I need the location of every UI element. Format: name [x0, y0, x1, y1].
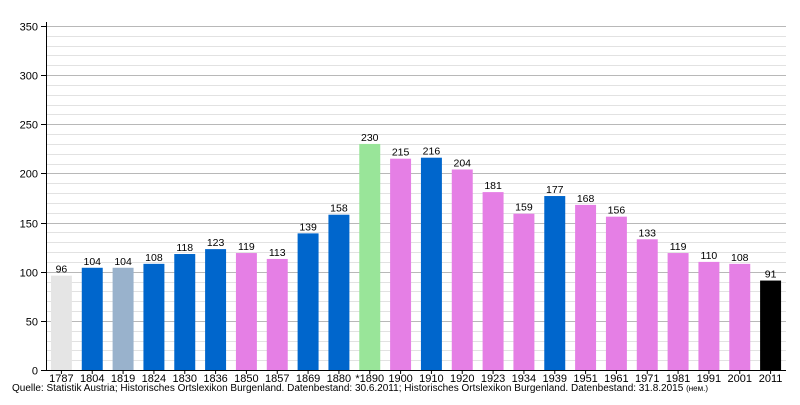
y-tick-label: 150 [20, 219, 38, 231]
x-tick-label: 1830 [173, 373, 197, 385]
bar [698, 261, 720, 370]
bar [174, 254, 196, 370]
x-tick-label: 2011 [759, 373, 783, 385]
bar [143, 263, 165, 370]
data-label: 113 [269, 247, 286, 259]
y-tick-label: 0 [32, 366, 38, 378]
data-label: 123 [207, 237, 225, 249]
data-label: 119 [238, 241, 255, 253]
y-tick-label: 50 [26, 317, 38, 329]
bar [544, 196, 566, 370]
x-tick-label: 1787 [49, 373, 73, 385]
bar [297, 233, 319, 370]
bar [266, 258, 288, 370]
x-tick-label: 1920 [450, 373, 474, 385]
bar [328, 214, 350, 370]
bar [451, 169, 473, 370]
x-tick-label: 1910 [419, 373, 443, 385]
bar [636, 239, 658, 370]
data-label: 118 [176, 242, 193, 254]
data-label: 119 [670, 241, 687, 253]
x-tick-label: *1890 [355, 373, 384, 385]
y-tick-label: 100 [20, 268, 38, 280]
data-label: 204 [453, 158, 471, 170]
bar [513, 213, 535, 370]
bar [575, 204, 597, 370]
x-tick-label: 1900 [388, 373, 412, 385]
source-text: Quelle: Statistik Austria; Historisches … [12, 383, 684, 394]
bar [760, 280, 782, 370]
data-label: 215 [392, 147, 410, 159]
x-tick-label: 1971 [635, 373, 659, 385]
data-label: 96 [56, 264, 68, 276]
x-tick-label: 1857 [265, 373, 289, 385]
y-tick-label: 250 [20, 120, 38, 132]
bar [50, 275, 72, 370]
data-label: 168 [577, 193, 595, 205]
source-language-note: (нем.) [686, 384, 709, 393]
x-tick-label: 2001 [728, 373, 752, 385]
x-tick-label: 1836 [203, 373, 227, 385]
source-note: Quelle: Statistik Austria; Historisches … [12, 383, 708, 394]
bar [235, 253, 257, 370]
data-label: 216 [423, 146, 441, 158]
x-tick-label: 1869 [296, 373, 320, 385]
data-label: 108 [145, 252, 163, 264]
data-label: 110 [701, 250, 718, 262]
x-tick-label: 1951 [573, 373, 597, 385]
data-label: 104 [114, 256, 132, 268]
x-tick-label: 1934 [512, 373, 536, 385]
bar [81, 267, 103, 370]
data-label: 104 [83, 256, 101, 268]
data-label: 159 [515, 202, 533, 214]
bar [390, 158, 412, 370]
bar [359, 143, 381, 370]
data-label: 181 [484, 180, 502, 192]
x-tick-label: 1939 [543, 373, 567, 385]
data-label: 108 [731, 252, 749, 264]
bar [729, 263, 751, 370]
bar [420, 157, 442, 370]
data-label: 158 [330, 203, 348, 215]
bar [482, 192, 504, 370]
bar [605, 216, 627, 370]
data-label: 177 [546, 184, 564, 196]
data-label: 133 [638, 227, 656, 239]
data-label: 91 [765, 269, 777, 281]
x-tick-label: 1991 [697, 373, 721, 385]
x-tick-label: 1824 [142, 373, 166, 385]
x-tick-label: 1961 [604, 373, 628, 385]
data-label: 230 [361, 132, 379, 144]
x-tick-label: 1880 [327, 373, 351, 385]
y-tick-label: 350 [20, 22, 38, 34]
x-tick-label: 1981 [666, 373, 690, 385]
data-label: 156 [608, 205, 626, 217]
x-tick-label: 1804 [80, 373, 104, 385]
x-tick-label: 1923 [481, 373, 505, 385]
data-label: 139 [299, 221, 317, 233]
x-tick-label: 1850 [234, 373, 258, 385]
x-tick-label: 1819 [111, 373, 135, 385]
y-tick-label: 300 [20, 71, 38, 83]
y-tick-label: 200 [20, 169, 38, 181]
bar [112, 267, 134, 370]
bar [667, 253, 689, 370]
bar [205, 249, 227, 370]
